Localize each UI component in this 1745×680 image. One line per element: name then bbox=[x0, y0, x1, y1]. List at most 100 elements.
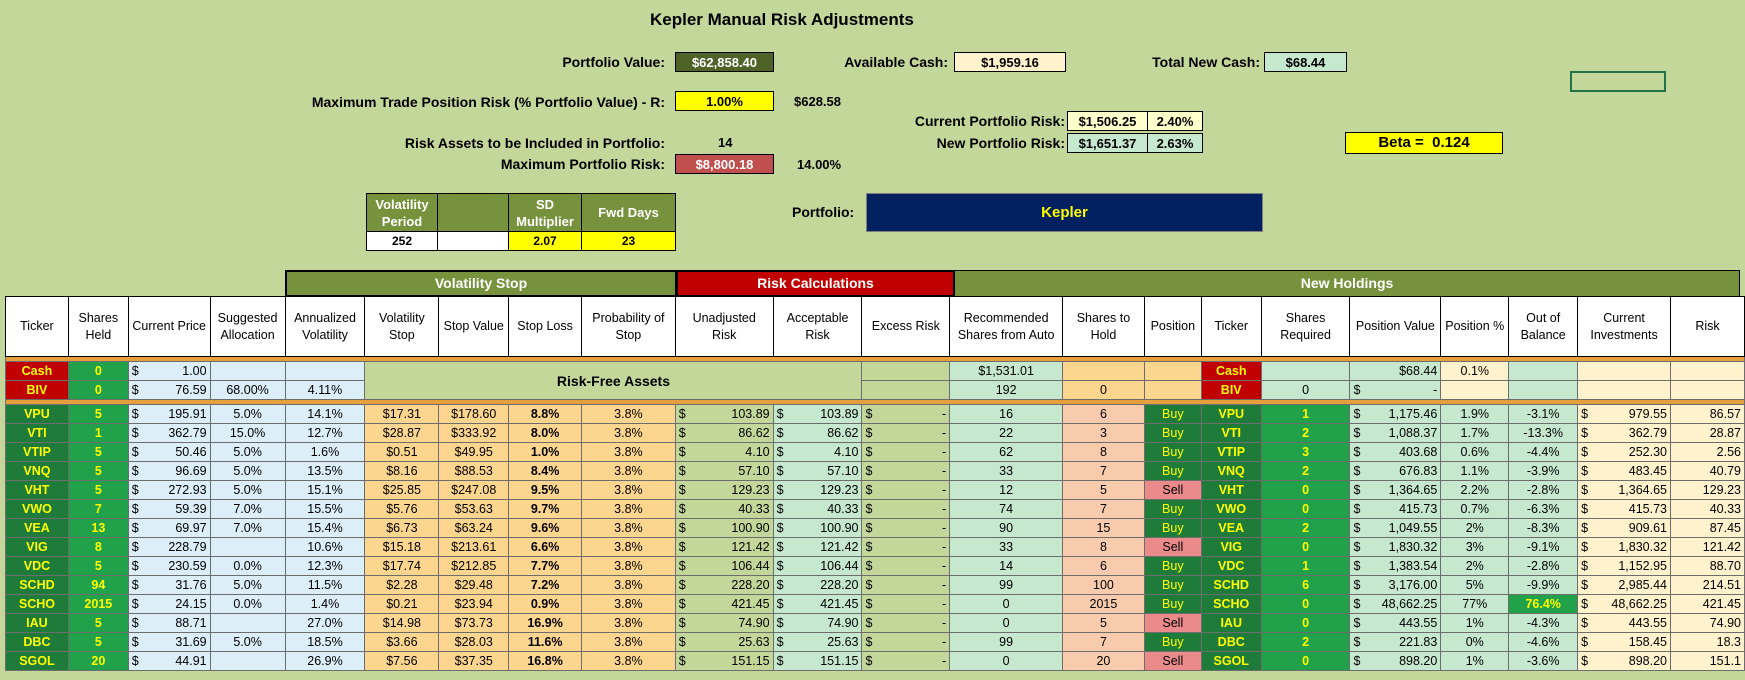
pos-value-cell[interactable]: $68.44 bbox=[1349, 361, 1442, 381]
shares-cell[interactable]: 94 bbox=[67, 575, 129, 595]
ticker-cell[interactable]: SCHD bbox=[5, 575, 69, 595]
column-header-position[interactable]: Position bbox=[1143, 296, 1202, 357]
excess-risk-cell[interactable]: $ - bbox=[861, 442, 951, 462]
cur-invest-cell[interactable]: $443.55 bbox=[1577, 613, 1671, 633]
vol-stop-cell[interactable]: $6.73 bbox=[364, 518, 440, 538]
price-cell[interactable]: $230.59 bbox=[127, 556, 211, 576]
oob-cell[interactable]: -2.8% bbox=[1508, 480, 1579, 500]
position-cell[interactable]: Buy bbox=[1143, 632, 1202, 652]
risk-cell[interactable]: 74.90 bbox=[1669, 613, 1745, 633]
rec-shares-cell[interactable]: 99 bbox=[949, 575, 1064, 595]
stop-value-cell[interactable]: $73.73 bbox=[438, 613, 510, 633]
stop-value-cell[interactable]: $37.35 bbox=[438, 651, 510, 671]
stop-loss-cell[interactable]: 9.7% bbox=[508, 499, 582, 519]
ticker-cell[interactable]: VWO bbox=[5, 499, 69, 519]
accept-risk-cell[interactable]: $228.20 bbox=[772, 575, 863, 595]
vol-cell[interactable]: 4.11% bbox=[284, 380, 366, 400]
pos-value-cell[interactable]: $443.55 bbox=[1349, 613, 1442, 633]
oob-cell[interactable] bbox=[1508, 380, 1579, 400]
pos-pct-cell[interactable]: 1.9% bbox=[1440, 404, 1510, 424]
position-cell[interactable] bbox=[1143, 380, 1202, 400]
position-cell[interactable]: Sell bbox=[1143, 651, 1202, 671]
cur-invest-cell[interactable]: $158.45 bbox=[1577, 632, 1671, 652]
alloc-cell[interactable] bbox=[209, 361, 286, 381]
excess-risk-cell[interactable]: $ - bbox=[861, 461, 951, 481]
risk-cell[interactable]: 2.56 bbox=[1669, 442, 1745, 462]
column-header-ticker[interactable]: Ticker bbox=[5, 296, 69, 357]
rec-shares-cell[interactable]: 14 bbox=[949, 556, 1064, 576]
shares-req-cell[interactable]: 0 bbox=[1260, 537, 1351, 557]
alloc-cell[interactable]: 7.0% bbox=[209, 499, 286, 519]
rec-shares-cell[interactable]: 99 bbox=[949, 632, 1064, 652]
risk-cell[interactable]: 214.51 bbox=[1669, 575, 1745, 595]
prob-stop-cell[interactable]: 3.8% bbox=[580, 537, 676, 557]
alloc-cell[interactable]: 5.0% bbox=[209, 480, 286, 500]
pos-value-cell[interactable]: $1,383.54 bbox=[1349, 556, 1442, 576]
oob-cell[interactable]: -9.9% bbox=[1508, 575, 1579, 595]
pos-value-cell[interactable]: $1,175.46 bbox=[1349, 404, 1442, 424]
shares-req-cell[interactable]: 2 bbox=[1260, 518, 1351, 538]
oob-cell[interactable]: -3.1% bbox=[1508, 404, 1579, 424]
risk-cell[interactable] bbox=[1669, 361, 1745, 381]
prob-stop-cell[interactable]: 3.8% bbox=[580, 575, 676, 595]
rec-shares-cell[interactable]: 33 bbox=[949, 537, 1064, 557]
ticker2-cell[interactable]: VHT bbox=[1200, 480, 1262, 500]
column-header-stop-loss[interactable]: Stop Loss bbox=[508, 296, 582, 357]
position-cell[interactable]: Sell bbox=[1143, 480, 1202, 500]
ticker2-cell[interactable]: BIV bbox=[1200, 380, 1262, 400]
table-row[interactable]: VIG 8 $228.79 10.6% $15.18 $213.61 6.6% 3.8% $12… bbox=[5, 537, 1745, 557]
alloc-cell[interactable]: 5.0% bbox=[209, 404, 286, 424]
shares-cell[interactable]: 5 bbox=[67, 461, 129, 481]
vol-stop-cell[interactable]: $7.56 bbox=[364, 651, 440, 671]
rec-shares-cell[interactable]: 33 bbox=[949, 461, 1064, 481]
shares-cell[interactable]: 7 bbox=[67, 499, 129, 519]
position-cell[interactable]: Sell bbox=[1143, 613, 1202, 633]
pos-value-cell[interactable]: $221.83 bbox=[1349, 632, 1442, 652]
pos-value-cell[interactable]: $ - bbox=[1349, 380, 1442, 400]
shares-hold-cell[interactable]: 5 bbox=[1062, 480, 1145, 500]
column-header-position-value[interactable]: Position Value bbox=[1349, 296, 1442, 357]
ticker-cell[interactable]: SGOL bbox=[5, 651, 69, 671]
stop-loss-cell[interactable]: 8.0% bbox=[508, 423, 582, 443]
unadj-risk-cell[interactable]: $57.10 bbox=[674, 461, 774, 481]
ticker-cell[interactable]: VTIP bbox=[5, 442, 69, 462]
ticker2-cell[interactable]: VDC bbox=[1200, 556, 1262, 576]
pos-value-cell[interactable]: $898.20 bbox=[1349, 651, 1442, 671]
pos-pct-cell[interactable]: 3% bbox=[1440, 537, 1510, 557]
unadj-risk-cell[interactable]: $40.33 bbox=[674, 499, 774, 519]
excess-risk-cell[interactable]: $ - bbox=[861, 632, 951, 652]
alloc-cell[interactable]: 15.0% bbox=[209, 423, 286, 443]
accept-risk-cell[interactable]: $106.44 bbox=[772, 556, 863, 576]
risk-cell[interactable]: 87.45 bbox=[1669, 518, 1745, 538]
oob-cell[interactable]: -4.6% bbox=[1508, 632, 1579, 652]
stop-value-cell[interactable]: $23.94 bbox=[438, 594, 510, 614]
req-cell[interactable] bbox=[1260, 361, 1351, 381]
position-cell[interactable]: Buy bbox=[1143, 404, 1202, 424]
excess-risk-cell[interactable]: $ - bbox=[861, 423, 951, 443]
ticker2-cell[interactable]: DBC bbox=[1200, 632, 1262, 652]
pos-pct-cell[interactable]: 2% bbox=[1440, 518, 1510, 538]
stop-loss-cell[interactable]: 9.5% bbox=[508, 480, 582, 500]
cur-invest-cell[interactable]: $1,364.65 bbox=[1577, 480, 1671, 500]
vol-stop-cell[interactable]: $17.31 bbox=[364, 404, 440, 424]
vol-period-value[interactable]: 252 bbox=[366, 231, 438, 251]
stop-loss-cell[interactable]: 16.8% bbox=[508, 651, 582, 671]
price-cell[interactable]: $362.79 bbox=[127, 423, 211, 443]
price-cell[interactable]: $69.97 bbox=[127, 518, 211, 538]
pos-pct-cell[interactable]: 2% bbox=[1440, 556, 1510, 576]
risk-cell[interactable]: 40.33 bbox=[1669, 499, 1745, 519]
excess-risk-cell[interactable]: $ - bbox=[861, 613, 951, 633]
accept-risk-cell[interactable]: $4.10 bbox=[772, 442, 863, 462]
price-cell[interactable]: $76.59 bbox=[127, 380, 211, 400]
alloc-cell[interactable]: 5.0% bbox=[209, 461, 286, 481]
position-cell[interactable]: Buy bbox=[1143, 442, 1202, 462]
shares-hold-cell[interactable]: 7 bbox=[1062, 499, 1145, 519]
price-cell[interactable]: $88.71 bbox=[127, 613, 211, 633]
cur-invest-cell[interactable]: $909.61 bbox=[1577, 518, 1671, 538]
table-row[interactable]: VPU 5 $195.91 5.0% 14.1% $17.31 $178.60 8.8% 3.8… bbox=[5, 404, 1745, 424]
cur-invest-cell[interactable]: $1,152.95 bbox=[1577, 556, 1671, 576]
new-risk-amt[interactable]: $1,651.37 bbox=[1067, 133, 1148, 153]
ticker2-cell[interactable]: VNQ bbox=[1200, 461, 1262, 481]
accept-risk-cell[interactable]: $40.33 bbox=[772, 499, 863, 519]
prob-stop-cell[interactable]: 3.8% bbox=[580, 632, 676, 652]
